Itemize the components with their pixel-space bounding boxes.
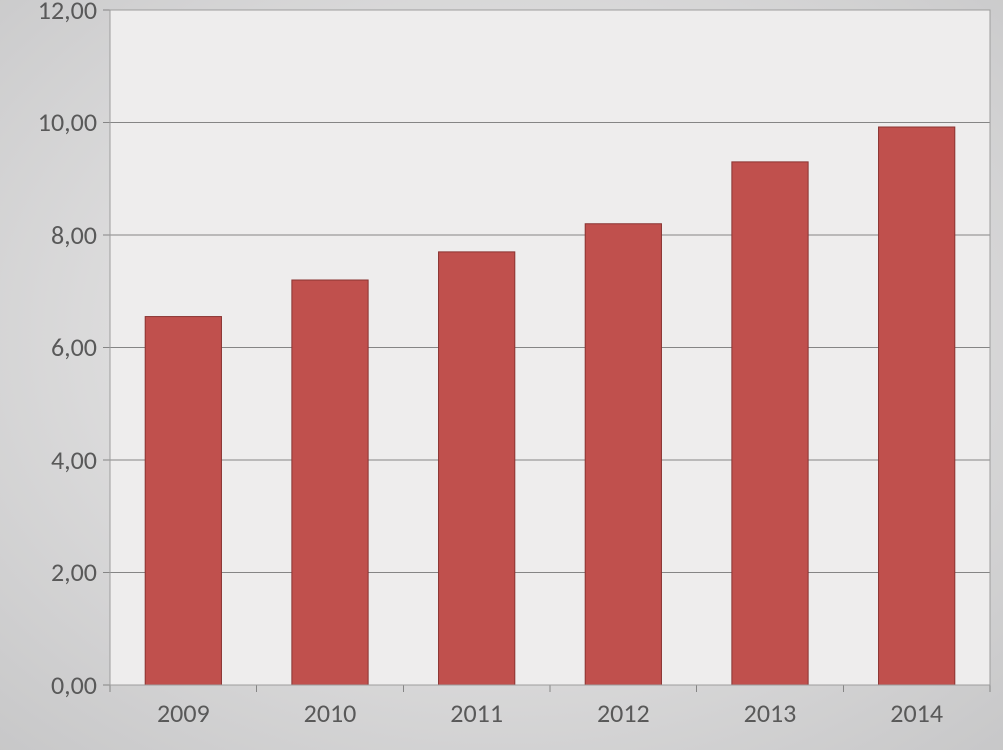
bar-chart: 0,00 2,00 4,00 6,00 8,00 10,00 12,00 2009 2010 20… — [0, 0, 1003, 750]
x-tick-label: 2012 — [563, 697, 683, 729]
bar — [732, 162, 808, 685]
y-tick-label: 4,00 — [51, 444, 97, 476]
bar — [145, 317, 221, 685]
y-tick-label: 2,00 — [51, 556, 97, 588]
bar — [879, 127, 955, 685]
x-tick-label: 2013 — [710, 697, 830, 729]
x-tick-label: 2010 — [270, 697, 390, 729]
bar — [292, 280, 368, 685]
y-tick-label: 0,00 — [51, 669, 97, 701]
y-tick-label: 6,00 — [51, 331, 97, 363]
y-tick-label: 10,00 — [38, 106, 97, 138]
chart-canvas — [0, 0, 1003, 750]
x-tick-label: 2009 — [123, 697, 243, 729]
x-tick-label: 2014 — [857, 697, 977, 729]
y-tick-label: 12,00 — [38, 0, 97, 26]
y-tick-label: 8,00 — [51, 219, 97, 251]
bar — [585, 224, 661, 685]
x-tick-label: 2011 — [417, 697, 537, 729]
bar — [439, 252, 515, 685]
